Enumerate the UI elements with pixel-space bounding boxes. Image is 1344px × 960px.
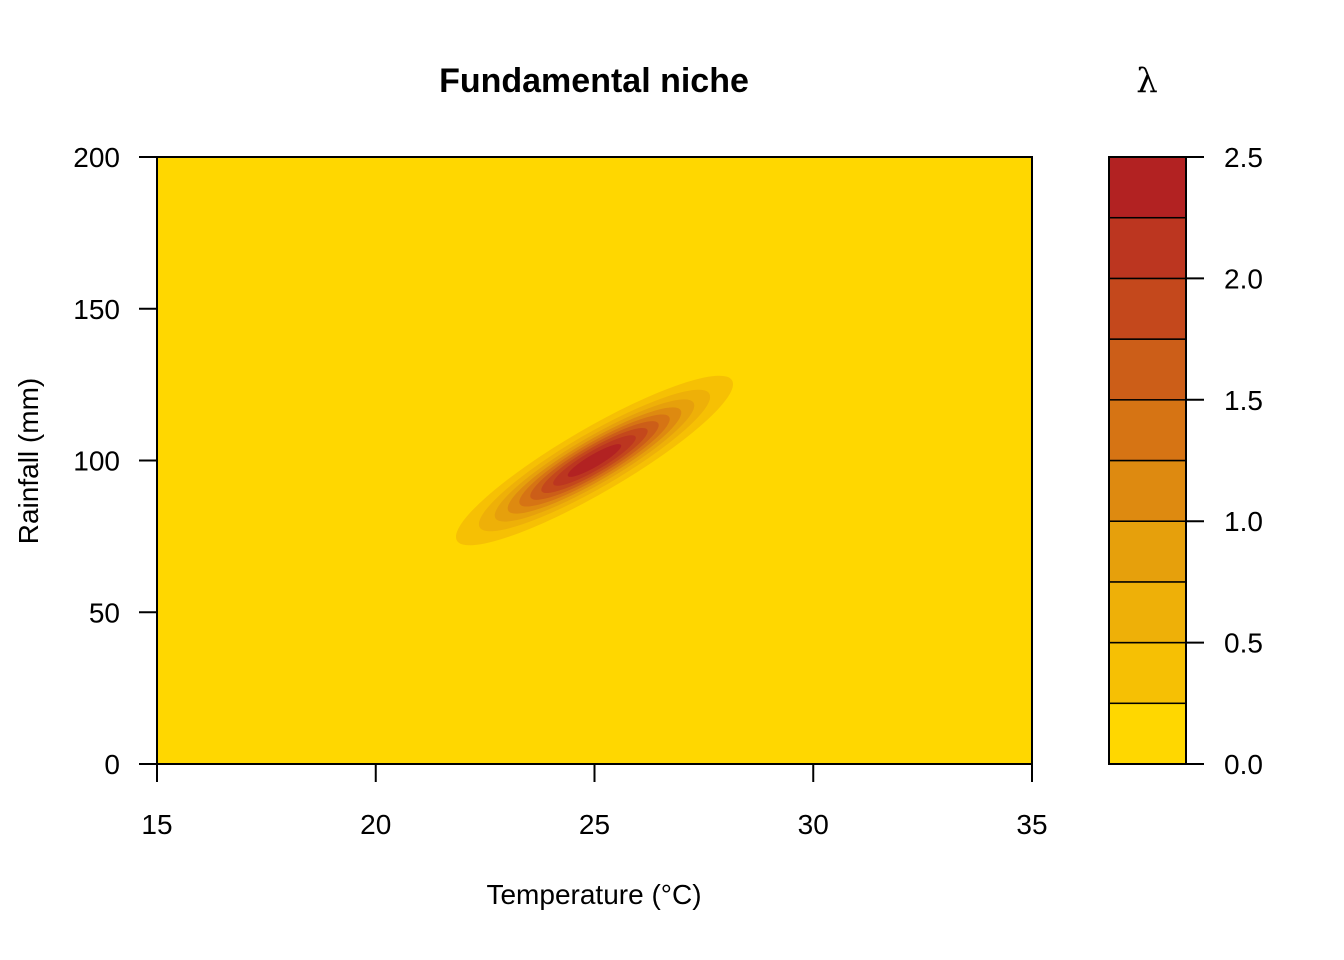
contour-band-9	[567, 444, 622, 477]
contour-fill	[157, 157, 1032, 764]
x-tick-label: 25	[579, 809, 610, 840]
legend-tick-label: 1.0	[1224, 506, 1263, 537]
legend-tick-label: 2.5	[1224, 142, 1263, 173]
y-tick-label: 0	[104, 749, 120, 780]
legend-swatch	[1108, 459, 1187, 522]
legend-swatch	[1108, 581, 1187, 644]
legend-swatch	[1108, 338, 1187, 401]
legend-tick-label: 2.0	[1224, 263, 1263, 294]
chart-title: Fundamental niche	[439, 62, 749, 100]
legend-swatch	[1108, 156, 1187, 219]
legend-swatch	[1108, 520, 1187, 583]
y-tick-label: 200	[73, 142, 120, 173]
x-axis-label: Temperature (°C)	[486, 879, 701, 910]
x-tick-label: 35	[1016, 809, 1047, 840]
x-tick-label: 30	[798, 809, 829, 840]
legend-swatch	[1108, 399, 1187, 462]
legend-swatch	[1108, 702, 1187, 765]
legend-swatch	[1108, 641, 1187, 705]
legend-tick-label: 0.0	[1224, 749, 1263, 780]
color-legend: 0.0 0.5 1.0 1.5 2.0 2.5	[1108, 142, 1263, 780]
x-tick-label: 20	[360, 809, 391, 840]
legend-swatch	[1108, 216, 1187, 280]
y-tick-label: 100	[73, 446, 120, 477]
y-tick-label: 150	[73, 294, 120, 325]
y-tick-label: 50	[89, 597, 120, 628]
y-axis-label: Rainfall (mm)	[13, 378, 44, 544]
x-axis: 15 20 25 30 35	[141, 763, 1048, 840]
y-axis: 0 50 100 150 200	[73, 142, 158, 780]
legend-title: λ	[1136, 61, 1158, 101]
legend-tick-label: 1.5	[1224, 385, 1263, 416]
legend-swatch	[1108, 277, 1187, 340]
x-tick-label: 15	[141, 809, 172, 840]
legend-tick-label: 0.5	[1224, 628, 1263, 659]
